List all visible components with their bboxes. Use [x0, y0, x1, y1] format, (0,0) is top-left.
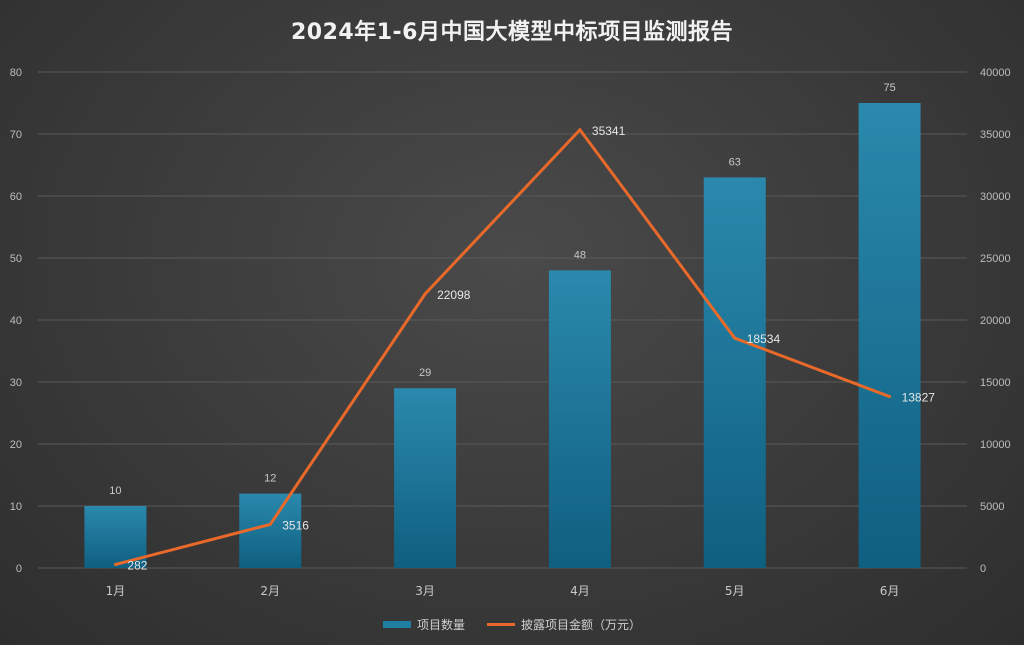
chart-legend: 项目数量 披露项目金额（万元）	[0, 616, 1024, 633]
bar	[394, 388, 457, 568]
line-point	[268, 522, 272, 526]
legend-label-line: 披露项目金额（万元）	[521, 618, 642, 632]
line-point	[578, 128, 582, 132]
line-point	[113, 563, 117, 567]
bar-value-label: 48	[574, 249, 586, 261]
chart-title: 2024年1-6月中国大模型中标项目监测报告	[291, 20, 733, 45]
legend-item-line: 披露项目金额（万元）	[487, 616, 641, 633]
y-right-tick-label: 5000	[980, 501, 1004, 513]
y-right-tick-label: 35000	[980, 129, 1011, 141]
bar	[858, 103, 921, 568]
y-right-tick-label: 25000	[980, 253, 1011, 265]
bar	[548, 270, 611, 568]
x-tick-label: 6月	[880, 584, 900, 598]
y-right-tick-label: 20000	[980, 315, 1011, 327]
bar	[703, 177, 766, 568]
y-left-tick-label: 30	[10, 377, 22, 389]
y-right-tick-label: 30000	[980, 191, 1011, 203]
x-tick-label: 4月	[570, 584, 590, 598]
line-value-label: 22098	[437, 288, 471, 302]
x-tick-label: 3月	[415, 584, 435, 598]
line-value-label: 3516	[282, 518, 309, 532]
bar-value-label: 10	[109, 485, 121, 497]
y-left-tick-label: 40	[10, 315, 22, 327]
y-left-tick-label: 50	[10, 253, 22, 265]
legend-item-bar: 项目数量	[382, 616, 465, 633]
x-tick-label: 5月	[725, 584, 745, 598]
y-right-tick-label: 10000	[980, 439, 1011, 451]
line-value-label: 282	[127, 559, 147, 573]
y-right-tick-label: 0	[980, 563, 986, 575]
line-point	[733, 336, 737, 340]
y-left-tick-label: 70	[10, 129, 22, 141]
y-right-tick-label: 40000	[980, 67, 1011, 79]
line-value-label: 13827	[902, 391, 936, 405]
y-right-tick-label: 15000	[980, 377, 1011, 389]
bar-value-label: 29	[419, 367, 431, 379]
line-point	[423, 292, 427, 296]
line-value-label: 35341	[592, 124, 626, 138]
line-point	[888, 395, 892, 399]
y-left-tick-label: 20	[10, 439, 22, 451]
legend-swatch-line	[487, 623, 515, 626]
y-left-tick-label: 80	[10, 67, 22, 79]
line-series	[115, 127, 891, 566]
bar-value-label: 63	[729, 156, 741, 168]
y-left-tick-label: 0	[16, 563, 22, 575]
x-tick-label: 2月	[260, 584, 280, 598]
legend-swatch-bar	[382, 621, 411, 628]
line-value-label: 18534	[747, 332, 781, 346]
bar-value-label: 12	[264, 473, 276, 485]
bar-value-label: 75	[883, 82, 895, 94]
legend-label-bar: 项目数量	[416, 618, 465, 632]
x-tick-label: 1月	[106, 584, 126, 598]
y-left-tick-label: 60	[10, 191, 22, 203]
y-left-tick-label: 10	[10, 501, 22, 513]
